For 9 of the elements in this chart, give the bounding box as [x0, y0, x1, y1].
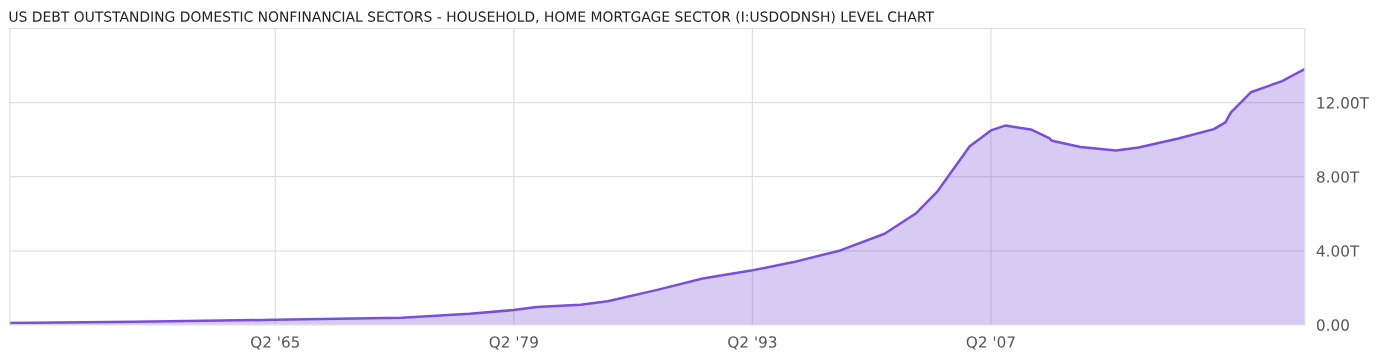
y-tick-label: 0.00 [1316, 319, 1349, 331]
y-tick-label: 12.00T [1317, 97, 1370, 109]
x-tick-label: Q2 '07 [966, 336, 1015, 350]
x-tick-label: Q2 '79 [489, 336, 538, 350]
y-tick-label: 8.00T [1316, 171, 1360, 183]
x-tick-label: Q2 '93 [728, 336, 777, 350]
x-tick-label: Q2 '65 [251, 336, 300, 350]
y-tick-label: 4.00T [1316, 245, 1360, 257]
chart-title: US DEBT OUTSTANDING DOMESTIC NONFINANCIAL SECTORS - HOUSEHOLD, HOME MORTGAGE SECTOR (I:USDODNSH) LEVEL CHART [9, 11, 935, 24]
